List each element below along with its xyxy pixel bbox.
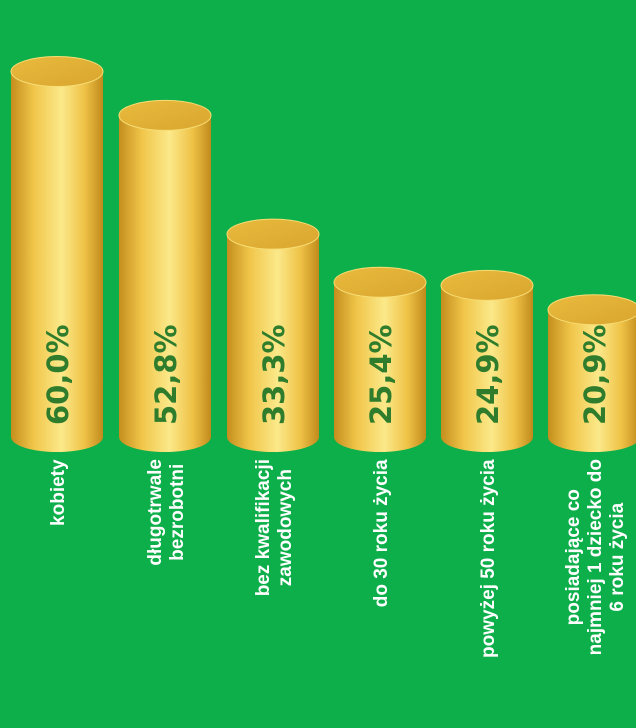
bar-body xyxy=(548,309,636,452)
bar: 25,4% xyxy=(333,266,427,452)
value-label: 25,4% xyxy=(364,324,398,425)
bar-top xyxy=(547,294,636,326)
bar-body xyxy=(119,115,211,453)
bar-body xyxy=(227,234,319,452)
bar-top xyxy=(226,218,320,250)
bar-body xyxy=(441,285,533,452)
bar-body xyxy=(334,282,426,452)
category-label: do 30 roku życia xyxy=(371,459,392,607)
category-label: bez kwalifikacjizawodowych xyxy=(253,459,296,596)
bar: 60,0% xyxy=(10,56,104,452)
value-label: 24,9% xyxy=(471,324,505,425)
value-label: 52,8% xyxy=(149,324,183,425)
bar-top xyxy=(118,99,212,131)
value-label: 60,0% xyxy=(41,324,75,425)
category-label: powyżej 50 roku życia xyxy=(478,459,499,658)
bar: 52,8% xyxy=(118,99,212,453)
bar-body xyxy=(11,71,103,452)
bar-top xyxy=(10,56,104,88)
category-label: kobiety xyxy=(48,459,69,526)
bar-top xyxy=(440,269,534,301)
bars-group: 60,0% kobiety 52,8% długotrwalebezrobotni 33… xyxy=(10,56,636,658)
value-label: 20,9% xyxy=(578,324,612,425)
bar: 20,9% xyxy=(547,294,636,452)
bar-top xyxy=(333,266,427,298)
category-label: długotrwalebezrobotni xyxy=(145,459,188,566)
bar: 33,3% xyxy=(226,218,320,452)
category-label: posiadające conajmniej 1 dziecko do6 rok… xyxy=(563,459,628,655)
value-label: 33,3% xyxy=(257,324,291,425)
bar: 24,9% xyxy=(440,269,534,452)
